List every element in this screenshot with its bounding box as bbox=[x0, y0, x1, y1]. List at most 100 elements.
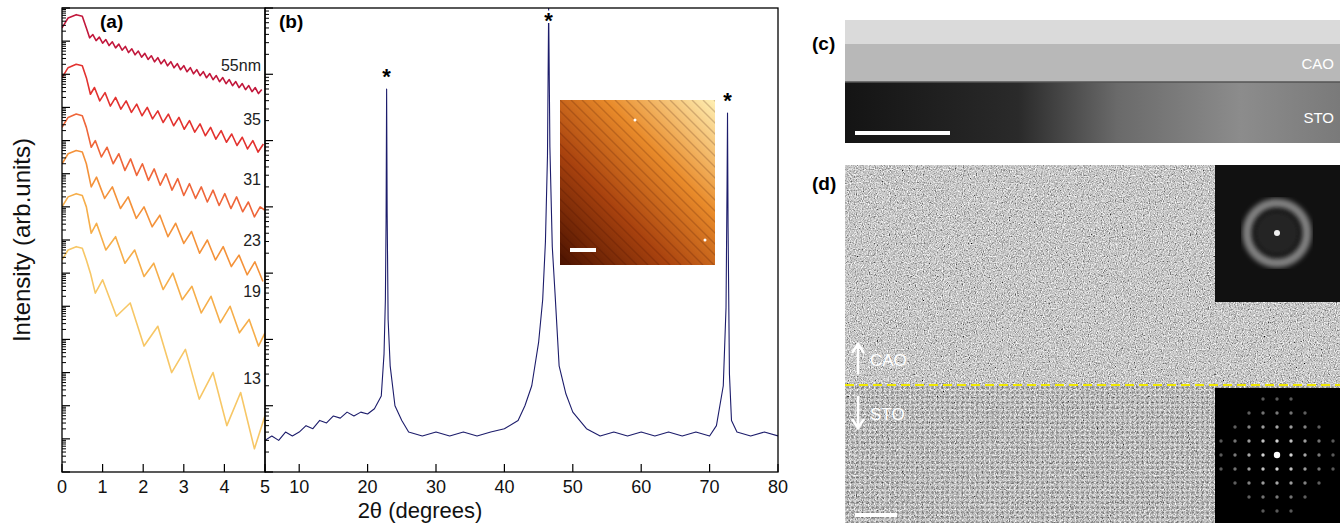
annotation: * bbox=[544, 8, 553, 33]
minor-tick bbox=[62, 143, 66, 144]
minor-tick bbox=[62, 13, 66, 14]
minor-tick bbox=[265, 293, 269, 294]
fft-center bbox=[1274, 230, 1280, 236]
diffraction-spot bbox=[1303, 481, 1306, 484]
series-label: 13 bbox=[243, 370, 261, 387]
minor-tick bbox=[62, 283, 66, 284]
diffraction-spot bbox=[1331, 467, 1334, 470]
minor-tick bbox=[62, 31, 66, 32]
x-tick-label: 30 bbox=[426, 477, 446, 497]
minor-tick bbox=[62, 54, 66, 55]
minor-tick bbox=[265, 213, 269, 214]
minor-tick bbox=[62, 415, 66, 416]
minor-tick bbox=[265, 18, 269, 19]
series-label: 55nm bbox=[221, 57, 261, 74]
minor-tick bbox=[62, 224, 66, 225]
minor-tick bbox=[62, 178, 66, 179]
diffraction-spot bbox=[1303, 467, 1306, 470]
minor-tick bbox=[62, 175, 66, 176]
y-tick bbox=[62, 339, 70, 340]
minor-tick bbox=[265, 88, 269, 89]
minor-tick bbox=[62, 9, 66, 10]
afm-terrace bbox=[560, 100, 715, 265]
layer-label: CAO bbox=[870, 351, 907, 370]
minor-tick bbox=[62, 290, 66, 291]
minor-tick bbox=[62, 440, 66, 441]
scale-bar bbox=[570, 248, 596, 252]
sto-band bbox=[845, 82, 1340, 143]
minor-tick bbox=[62, 214, 66, 215]
minor-tick bbox=[265, 143, 269, 144]
minor-tick bbox=[62, 243, 66, 244]
x-tick-label: 1 bbox=[98, 477, 108, 497]
minor-tick bbox=[62, 448, 66, 449]
diffraction-spot bbox=[1275, 397, 1278, 400]
x-tick bbox=[143, 464, 144, 472]
diffraction-spot bbox=[1261, 397, 1264, 400]
minor-tick bbox=[265, 440, 269, 441]
diffraction-spot bbox=[1233, 453, 1236, 456]
x-tick-label: 5 bbox=[260, 477, 270, 497]
minor-tick bbox=[62, 208, 66, 209]
minor-tick bbox=[265, 253, 269, 254]
diffraction-spot bbox=[1275, 509, 1278, 512]
minor-tick bbox=[62, 313, 66, 314]
minor-tick bbox=[62, 46, 66, 47]
minor-tick bbox=[62, 456, 66, 457]
diffraction-spot bbox=[1289, 411, 1292, 414]
diffraction-spot bbox=[1317, 481, 1320, 484]
minor-tick bbox=[265, 94, 269, 95]
minor-tick bbox=[265, 287, 269, 288]
series-label: 31 bbox=[243, 171, 261, 188]
x-tick-label: 10 bbox=[289, 477, 309, 497]
minor-tick bbox=[265, 120, 269, 121]
minor-tick bbox=[62, 446, 66, 447]
minor-tick bbox=[265, 155, 269, 156]
minor-tick bbox=[62, 58, 66, 59]
minor-tick bbox=[62, 17, 66, 18]
minor-tick bbox=[62, 263, 66, 264]
minor-tick bbox=[62, 286, 66, 287]
minor-tick bbox=[265, 342, 269, 343]
minor-tick bbox=[62, 91, 66, 92]
x-tick bbox=[777, 464, 778, 472]
diffraction-spot bbox=[1303, 495, 1306, 498]
afm-particle bbox=[704, 239, 707, 242]
minor-tick bbox=[265, 27, 269, 28]
minor-tick bbox=[62, 77, 66, 78]
minor-tick bbox=[265, 146, 269, 147]
afm-terrace bbox=[560, 100, 604, 265]
y-tick bbox=[62, 273, 70, 274]
diffraction-spot bbox=[1317, 439, 1320, 442]
y-axis-title: Intensity (arb.units) bbox=[8, 138, 35, 342]
minor-tick bbox=[265, 226, 269, 227]
x-tick bbox=[299, 464, 300, 472]
y-tick bbox=[62, 372, 70, 373]
minor-tick bbox=[62, 79, 66, 80]
minor-tick bbox=[62, 316, 66, 317]
minor-tick bbox=[265, 186, 269, 187]
minor-tick bbox=[62, 280, 66, 281]
minor-tick bbox=[62, 211, 66, 212]
y-tick bbox=[265, 405, 273, 406]
minor-tick bbox=[62, 323, 66, 324]
x-tick bbox=[572, 464, 573, 472]
y-tick bbox=[62, 74, 70, 75]
minor-tick bbox=[265, 425, 269, 426]
diffraction-spot bbox=[1317, 467, 1320, 470]
data-line bbox=[62, 151, 263, 282]
minor-tick bbox=[62, 362, 66, 363]
diffraction-spot bbox=[1261, 453, 1264, 456]
minor-tick bbox=[265, 319, 269, 320]
minor-tick bbox=[265, 209, 269, 210]
minor-tick bbox=[62, 25, 66, 26]
diffraction-spot bbox=[1303, 453, 1306, 456]
minor-tick bbox=[62, 382, 66, 383]
diffraction-spot bbox=[1303, 411, 1306, 414]
arrow-down bbox=[852, 396, 864, 428]
diffraction-spot bbox=[1261, 439, 1264, 442]
y-tick bbox=[62, 41, 70, 42]
diffraction-spot bbox=[1289, 453, 1292, 456]
x-tick bbox=[224, 464, 225, 472]
x-tick bbox=[641, 464, 642, 472]
